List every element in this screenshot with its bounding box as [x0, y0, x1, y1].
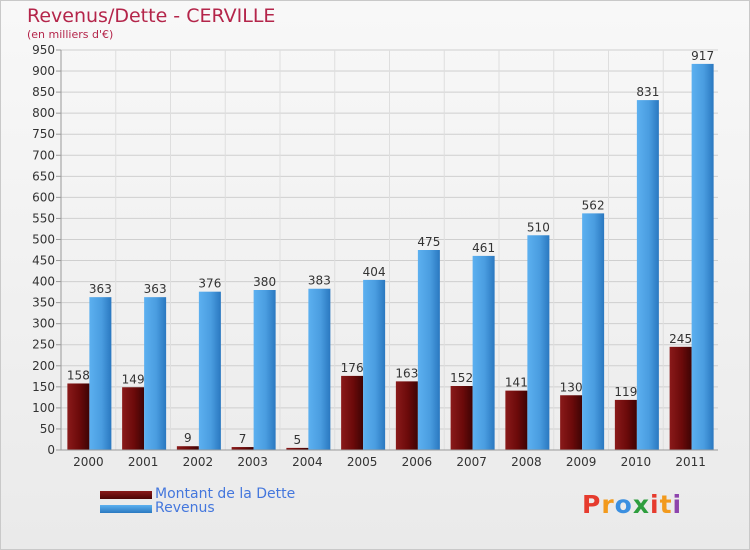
bar-dette	[176, 446, 199, 450]
value-label-revenus: 363	[89, 282, 112, 296]
bar-dette	[286, 447, 309, 450]
legend-label-revenus: Revenus	[155, 500, 215, 516]
y-tick-label: 850	[32, 85, 55, 99]
y-tick-label: 800	[32, 106, 55, 120]
value-label-dette: 119	[614, 385, 637, 399]
y-tick-label: 100	[32, 401, 55, 415]
bar-revenus	[253, 290, 276, 450]
bar-dette	[450, 386, 473, 450]
bar-dette	[122, 387, 145, 450]
y-tick-label: 300	[32, 317, 55, 331]
bar-revenus	[198, 291, 221, 450]
logo-letter: i	[672, 490, 683, 519]
y-tick-label: 50	[40, 422, 55, 436]
x-tick-label: 2011	[675, 455, 706, 469]
value-label-dette: 163	[395, 366, 418, 380]
value-label-revenus: 461	[472, 241, 495, 255]
bar-dette	[669, 346, 692, 450]
bar-revenus	[582, 213, 605, 450]
axes: 0 50 100 150 200 250 300 350 400 450 500 550 600 650 7…	[32, 43, 718, 469]
y-tick-label: 400	[32, 275, 55, 289]
value-label-revenus: 917	[691, 49, 714, 63]
bar-revenus	[691, 63, 714, 450]
y-tick-label: 650	[32, 169, 55, 183]
value-label-revenus: 562	[582, 198, 605, 212]
bars: 158 363 149 363 9 376 7 380 5 383 176 404 163 475 152 4…	[67, 49, 714, 451]
x-tick-label: 2003	[237, 455, 268, 469]
legend-swatch-dette	[100, 491, 152, 499]
x-tick-label: 2007	[456, 455, 487, 469]
value-label-revenus: 363	[144, 282, 167, 296]
value-label-revenus: 376	[198, 277, 221, 291]
y-tick-label: 0	[47, 443, 55, 457]
x-tick-label: 2005	[347, 455, 378, 469]
bar-revenus	[144, 297, 167, 450]
bar-dette	[614, 399, 637, 450]
y-tick-label: 350	[32, 296, 55, 310]
y-tick-label: 600	[32, 190, 55, 204]
y-tick-label: 450	[32, 254, 55, 268]
value-label-dette: 7	[239, 432, 247, 446]
bar-revenus	[527, 235, 550, 450]
y-tick-label: 500	[32, 232, 55, 246]
y-tick-label: 950	[32, 43, 55, 57]
bar-revenus	[363, 279, 386, 450]
value-label-dette: 130	[560, 380, 583, 394]
proxiti-logo: Proxiti	[582, 490, 682, 519]
value-label-dette: 5	[294, 433, 302, 447]
x-tick-label: 2000	[73, 455, 104, 469]
y-tick-label: 700	[32, 148, 55, 162]
y-tick-label: 150	[32, 380, 55, 394]
legend-label-dette: Montant de la Dette	[155, 486, 296, 502]
value-label-revenus: 831	[636, 85, 659, 99]
logo-letter: P	[582, 490, 602, 519]
logo-letter: t	[659, 490, 673, 519]
y-tick-label: 550	[32, 211, 55, 225]
value-label-revenus: 404	[363, 265, 386, 279]
x-tick-label: 2001	[128, 455, 159, 469]
logo-letter: i	[650, 490, 660, 519]
bar-revenus	[89, 297, 112, 450]
y-tick-label: 250	[32, 338, 55, 352]
value-label-revenus: 383	[308, 274, 331, 288]
bar-dette	[341, 375, 364, 450]
x-tick-label: 2002	[183, 455, 214, 469]
bar-dette	[560, 395, 583, 450]
bar-dette	[231, 447, 254, 450]
x-tick-label: 2004	[292, 455, 323, 469]
value-label-dette: 176	[341, 361, 364, 375]
logo-letter: x	[632, 490, 650, 519]
value-label-dette: 245	[669, 332, 692, 346]
y-tick-label: 750	[32, 127, 55, 141]
bar-dette	[505, 390, 528, 450]
x-tick-label: 2008	[511, 455, 542, 469]
legend-swatch-revenus	[100, 505, 152, 513]
value-label-dette: 9	[184, 431, 192, 445]
value-label-dette: 141	[505, 376, 528, 390]
y-tick-label: 200	[32, 359, 55, 373]
chart-subtitle: (en milliers d'€)	[27, 28, 114, 41]
chart-title: Revenus/Dette - CERVILLE	[27, 5, 276, 27]
logo-letter: o	[614, 490, 633, 519]
y-tick-label: 900	[32, 64, 55, 78]
bar-revenus	[308, 288, 331, 450]
value-label-revenus: 475	[417, 235, 440, 249]
bar-dette	[395, 381, 418, 450]
bar-dette	[67, 383, 90, 450]
bar-revenus	[472, 255, 495, 450]
value-label-dette: 149	[122, 372, 145, 386]
value-label-revenus: 380	[253, 275, 276, 289]
value-label-dette: 152	[450, 371, 473, 385]
value-label-dette: 158	[67, 368, 90, 382]
bar-revenus	[636, 100, 659, 451]
grid	[61, 49, 718, 450]
x-tick-label: 2010	[621, 455, 652, 469]
bar-revenus	[417, 250, 440, 450]
logo-letter: r	[601, 490, 615, 519]
x-tick-label: 2009	[566, 455, 597, 469]
value-label-revenus: 510	[527, 220, 550, 234]
x-tick-label: 2006	[402, 455, 433, 469]
